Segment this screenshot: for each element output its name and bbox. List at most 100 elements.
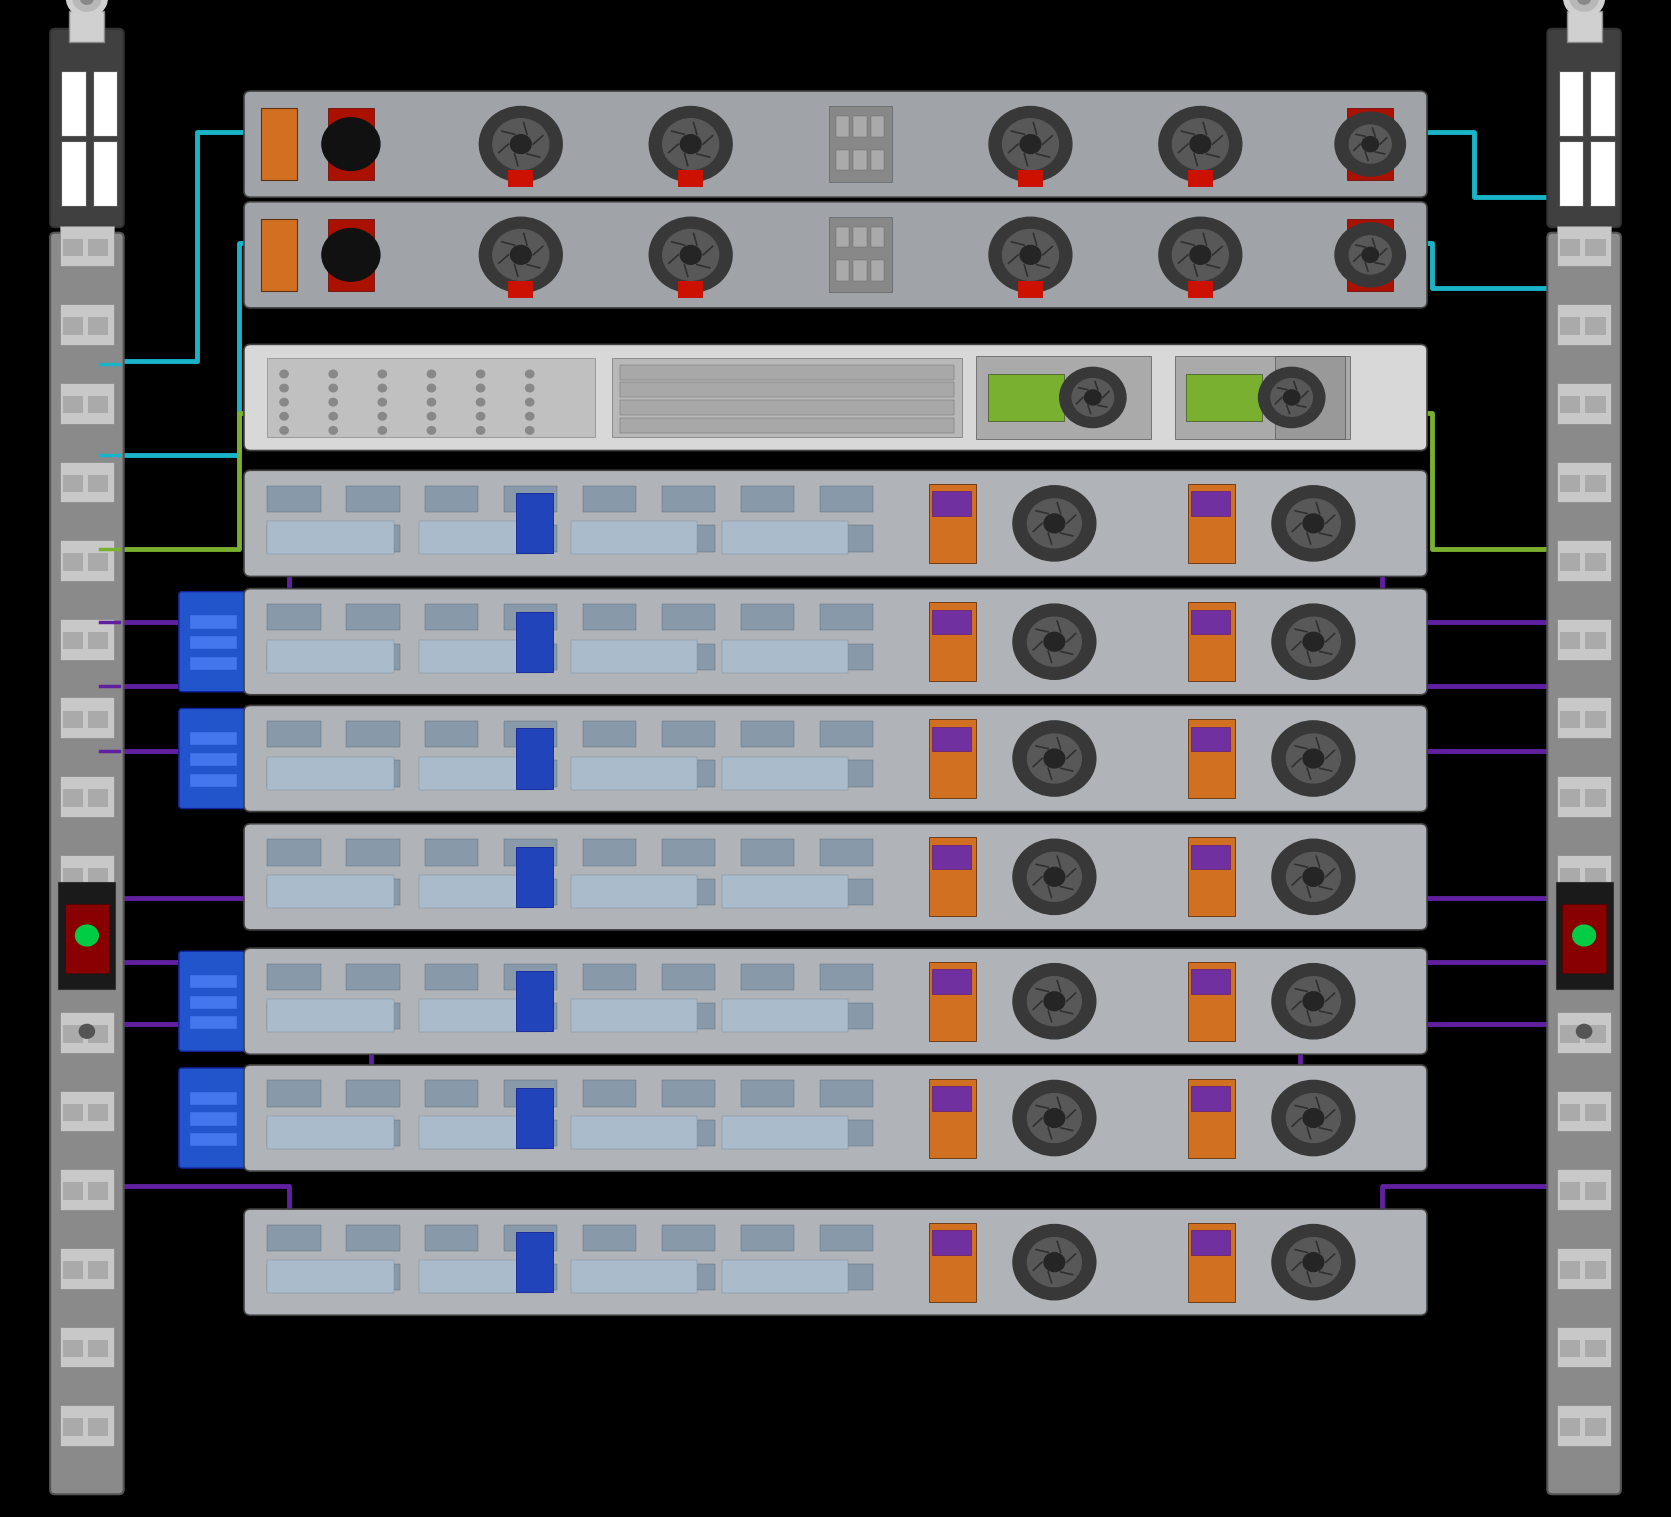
Bar [820,604,874,631]
Bar [1557,1326,1611,1367]
FancyBboxPatch shape [244,1209,1427,1315]
Bar [426,878,478,906]
Bar [1561,554,1581,570]
Circle shape [650,217,732,293]
Bar [570,757,697,789]
Circle shape [323,229,379,281]
Bar [516,1232,553,1292]
Bar [60,1248,114,1289]
Bar [740,839,794,866]
Circle shape [493,229,548,281]
Circle shape [1028,853,1081,901]
Bar [932,727,971,751]
Circle shape [329,384,338,391]
Circle shape [1044,1253,1064,1271]
Bar [267,604,321,631]
Bar [932,492,971,516]
Circle shape [1003,118,1058,170]
Bar [1557,540,1611,581]
FancyBboxPatch shape [179,951,249,1051]
Bar [1561,1340,1581,1358]
Circle shape [1303,992,1323,1010]
Circle shape [1272,721,1355,796]
Bar [94,70,117,137]
Circle shape [1084,390,1101,405]
Bar [190,1133,237,1147]
Bar [267,522,394,554]
Bar [662,1003,715,1030]
Circle shape [526,370,533,378]
Bar [426,839,478,866]
Bar [89,396,109,414]
Bar [1188,1223,1235,1302]
Bar [1586,1025,1606,1042]
Circle shape [1073,379,1113,416]
Bar [583,1264,637,1291]
Bar [505,643,558,671]
Bar [267,1261,394,1292]
Circle shape [1272,485,1355,561]
Circle shape [1577,0,1591,5]
Circle shape [428,384,436,391]
Bar [1561,1182,1581,1200]
Bar [1191,610,1230,634]
Bar [62,70,85,137]
Bar [740,760,794,787]
Bar [63,317,84,335]
Circle shape [650,106,732,182]
FancyBboxPatch shape [244,344,1427,451]
Bar [1559,141,1582,206]
Bar [346,839,399,866]
Bar [929,602,976,681]
Bar [1557,933,1611,974]
Circle shape [1190,246,1211,264]
Circle shape [329,426,338,434]
Bar [190,1016,237,1030]
Bar [722,875,849,907]
Bar [1347,108,1394,181]
Bar [1188,962,1235,1041]
Circle shape [1028,499,1081,548]
Bar [60,698,114,739]
Bar [516,493,553,554]
Bar [89,1261,109,1279]
Circle shape [1272,963,1355,1039]
Circle shape [1013,604,1096,680]
Bar [570,522,697,554]
Bar [1586,475,1606,492]
Bar [1586,868,1606,886]
Bar [662,1264,715,1291]
Bar [929,1079,976,1157]
Bar [1557,1012,1611,1053]
Bar [89,1340,109,1358]
Bar [94,141,117,206]
Bar [419,522,545,554]
Bar [820,643,874,671]
Bar [60,1170,114,1211]
FancyBboxPatch shape [244,589,1427,695]
Bar [1561,710,1581,728]
Bar [662,1224,715,1252]
Circle shape [476,384,485,391]
Bar [1191,492,1230,516]
Bar [505,525,558,552]
Bar [740,1224,794,1252]
Circle shape [1303,868,1323,886]
Bar [932,1230,971,1255]
Bar [740,604,794,631]
Bar [190,1112,237,1126]
Circle shape [329,413,338,420]
Bar [678,281,703,299]
Bar [1186,375,1263,422]
Bar [190,733,237,745]
Circle shape [476,399,485,407]
Circle shape [526,426,533,434]
FancyBboxPatch shape [50,29,124,228]
Bar [63,710,84,728]
Bar [1586,633,1606,649]
Circle shape [1190,135,1211,153]
Bar [740,1264,794,1291]
Bar [570,1117,697,1148]
Bar [516,1088,553,1148]
Circle shape [428,370,436,378]
